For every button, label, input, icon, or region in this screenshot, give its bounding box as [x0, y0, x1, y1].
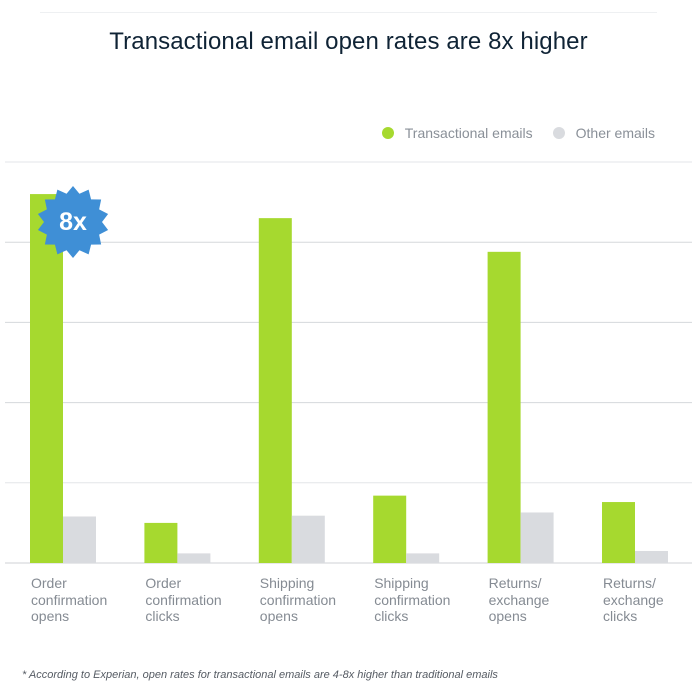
- bar-other-5: [520, 512, 554, 563]
- category-label-5: Returns/ exchange opens: [488, 575, 550, 624]
- category-label-1: Order confirmation opens: [31, 575, 108, 624]
- bar-other-4: [406, 553, 440, 563]
- starburst-icon: [37, 186, 109, 258]
- chart-title: Transactional email open rates are 8x hi…: [109, 28, 588, 55]
- legend-label-transactional: Transactional emails: [404, 125, 533, 141]
- bar-other-6: [635, 550, 668, 563]
- badge-8x: 8x: [36, 185, 110, 259]
- legend: Transactional emails Other emails: [362, 125, 655, 141]
- badge-text: 8x: [59, 208, 87, 236]
- legend-swatch-transactional: [381, 127, 394, 139]
- top-divider: [40, 12, 657, 13]
- bar-transactional-1: [30, 194, 63, 563]
- legend-swatch-other: [552, 127, 565, 139]
- bar-transactional-5: [487, 251, 521, 563]
- bar-transactional-6: [602, 502, 635, 563]
- category-label-6: Returns/ exchange clicks: [603, 575, 664, 624]
- category-label-4: Shipping confirmation clicks: [374, 575, 451, 624]
- bar-other-2: [177, 553, 211, 563]
- footnote: * According to Experian, open rates for …: [22, 669, 498, 681]
- bar-transactional-3: [258, 218, 292, 563]
- category-label-3: Shipping confirmation opens: [259, 575, 337, 624]
- category-label-2: Order confirmation clicks: [145, 575, 222, 624]
- bar-other-3: [291, 515, 325, 563]
- legend-item-transactional: Transactional emails: [381, 125, 533, 141]
- legend-label-other: Other emails: [575, 125, 655, 141]
- bar-other-1: [63, 516, 96, 563]
- legend-item-other: Other emails: [552, 125, 655, 141]
- bar-transactional-4: [373, 495, 407, 563]
- bar-transactional-2: [144, 522, 178, 563]
